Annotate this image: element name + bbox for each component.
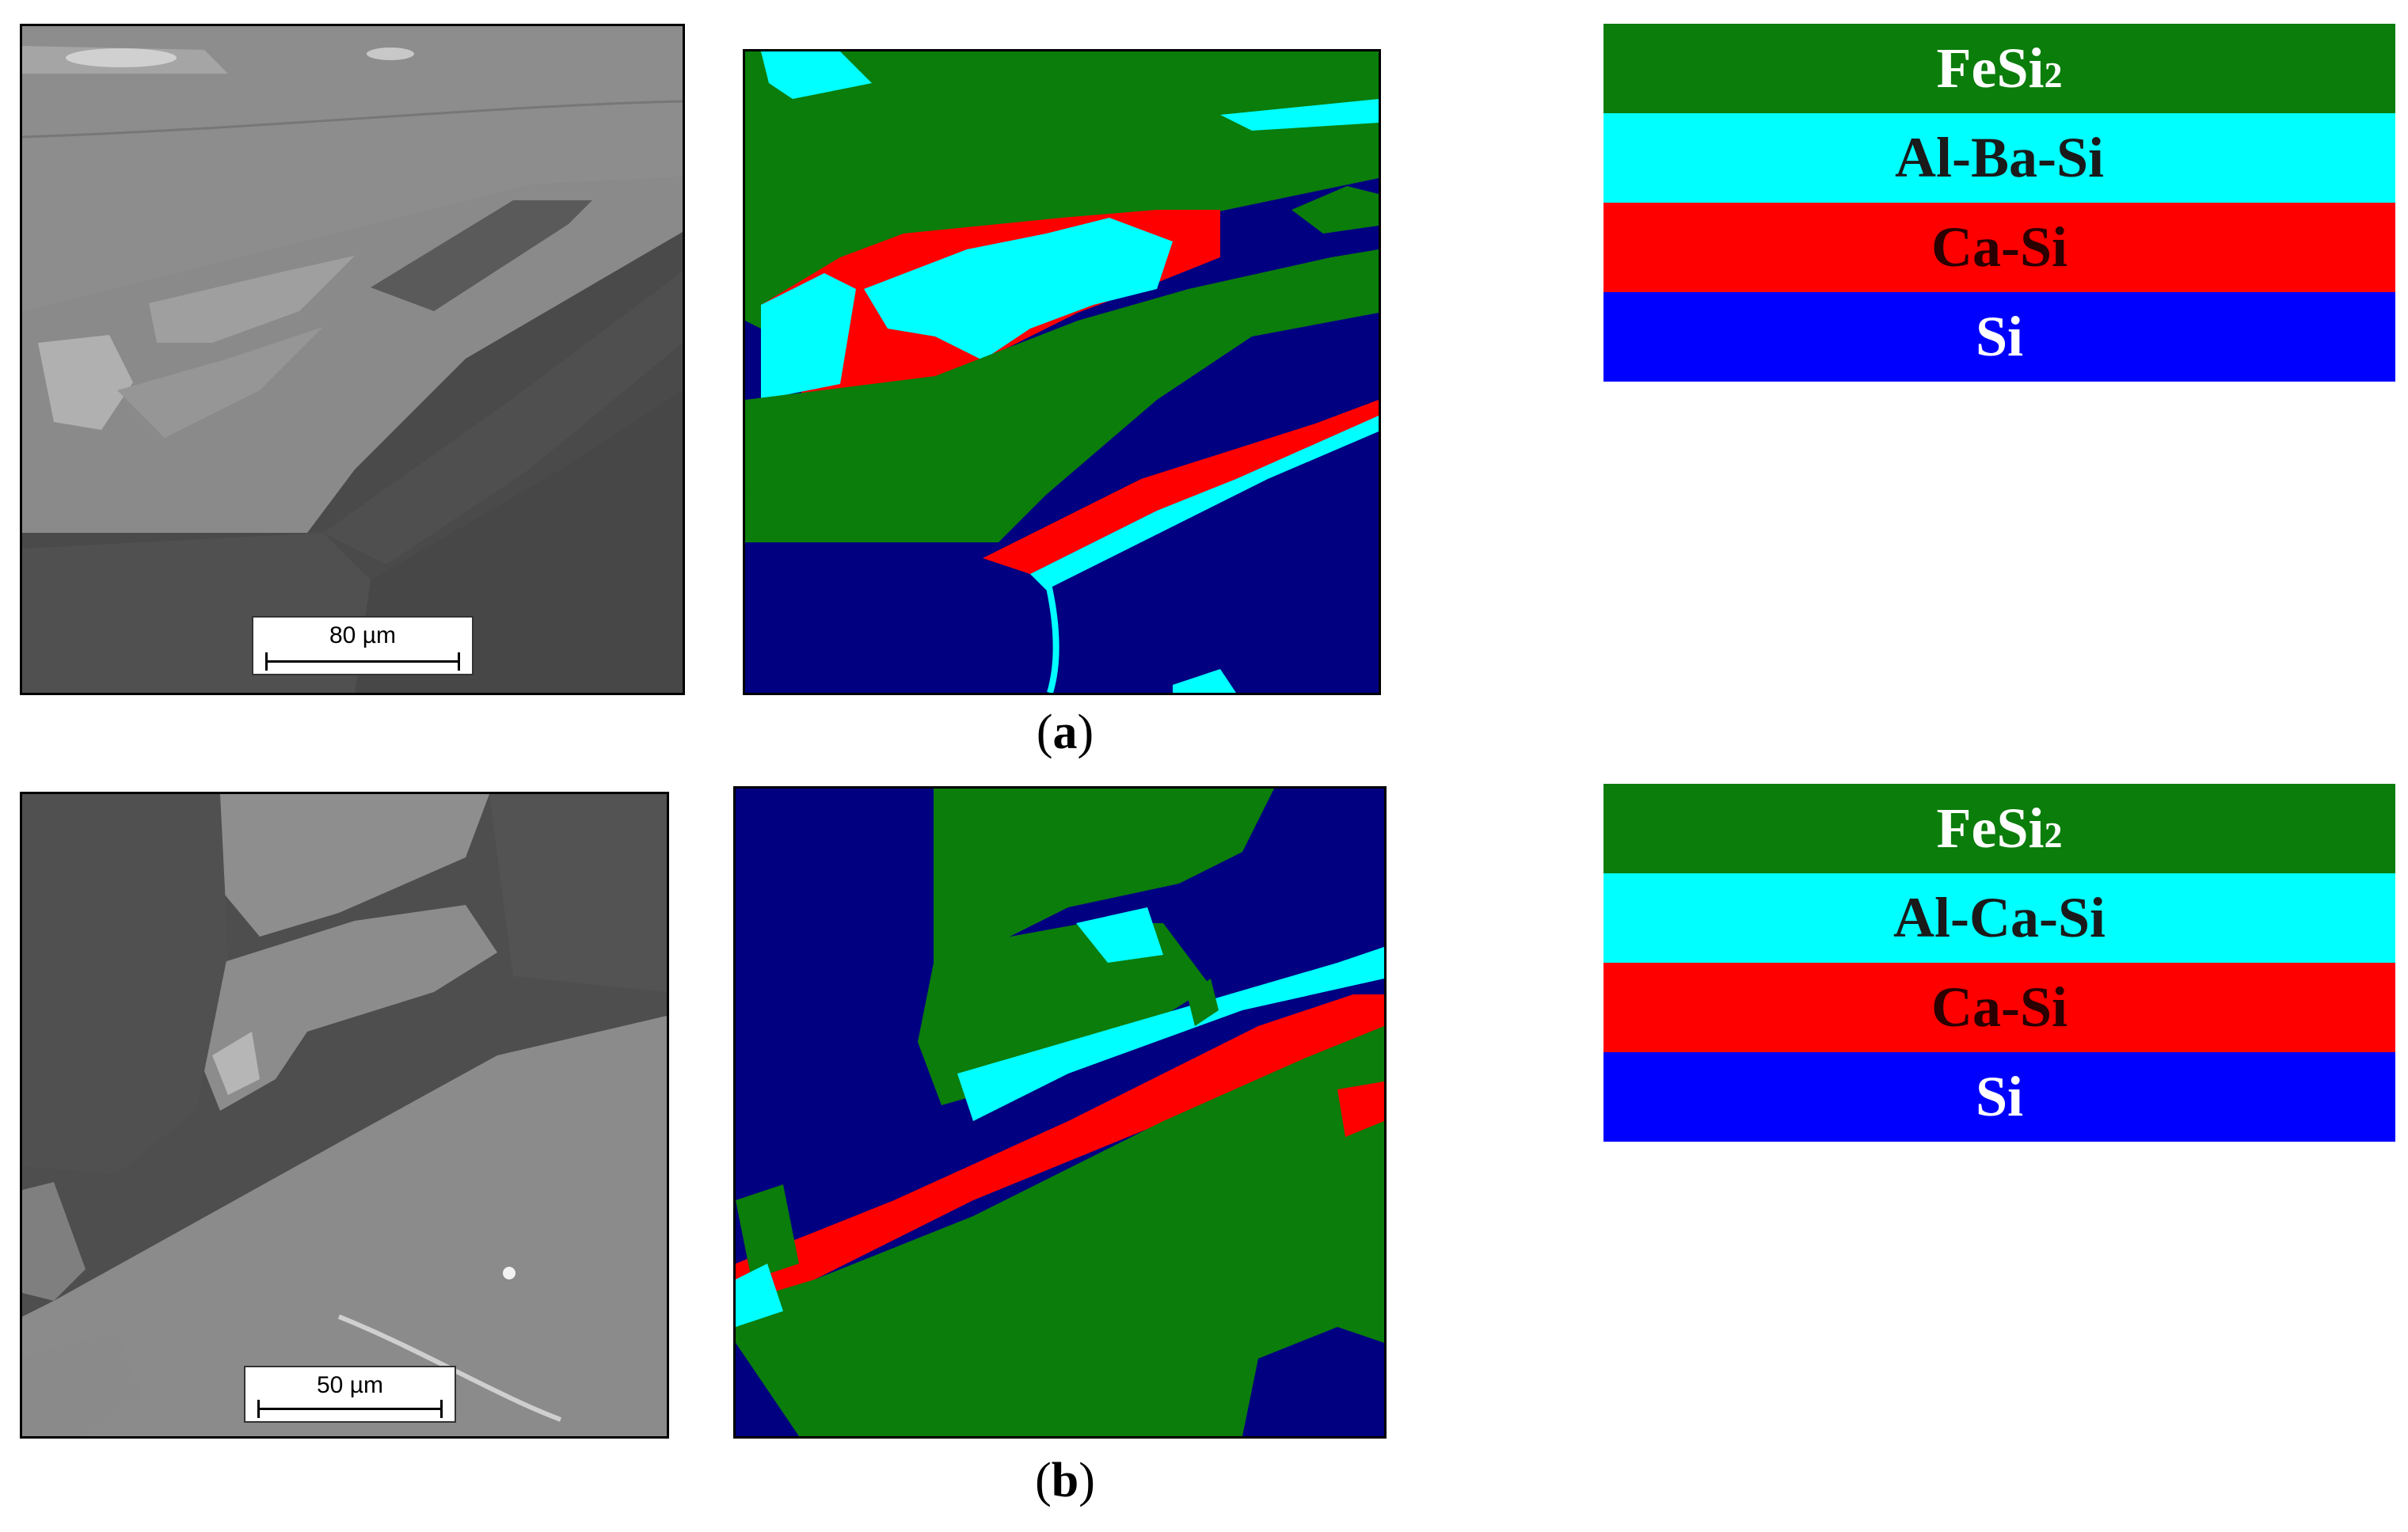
legend-a-item-si-name: Si bbox=[1975, 305, 2024, 368]
sem-micrograph-a bbox=[22, 26, 683, 693]
phase-map-drawing-b bbox=[736, 789, 1384, 1436]
legend-b-item-ca-si-name: Ca-Si bbox=[1931, 975, 2068, 1039]
scale-bar-b: 50 µm bbox=[244, 1366, 456, 1423]
caption-b-label: b bbox=[1051, 1454, 1079, 1507]
sem-image-a: 80 µm bbox=[20, 24, 685, 695]
legend-a-item-fesi2-name: FeSi bbox=[1936, 36, 2045, 100]
legend-a: FeSi 2 Al-Ba-Si Ca-Si Si bbox=[1603, 24, 2395, 382]
legend-a-item-al-ba-si: Al-Ba-Si bbox=[1603, 113, 2395, 203]
legend-a-item-fesi2: FeSi 2 bbox=[1603, 24, 2395, 113]
legend-b-item-si-name: Si bbox=[1975, 1065, 2024, 1128]
legend-b: FeSi 2 Al-Ca-Si Ca-Si Si bbox=[1603, 784, 2395, 1142]
legend-a-item-fesi2-subscript: 2 bbox=[2044, 55, 2063, 95]
caption-b: (b) bbox=[1035, 1454, 1095, 1507]
scale-bar-a: 80 µm bbox=[252, 616, 474, 675]
legend-a-item-si: Si bbox=[1603, 292, 2395, 382]
caption-a: (a) bbox=[1036, 705, 1094, 759]
caption-a-label: a bbox=[1052, 705, 1078, 759]
phase-map-a bbox=[743, 49, 1381, 695]
legend-a-item-ca-si: Ca-Si bbox=[1603, 203, 2395, 292]
legend-b-item-fesi2: FeSi 2 bbox=[1603, 784, 2395, 873]
phase-map-drawing-a bbox=[745, 51, 1379, 693]
scale-bar-label: 80 µm bbox=[329, 622, 396, 648]
phase-map-b bbox=[733, 786, 1387, 1439]
scale-bar-label: 50 µm bbox=[317, 1372, 383, 1398]
legend-b-item-ca-si: Ca-Si bbox=[1603, 963, 2395, 1052]
legend-b-item-fesi2-name: FeSi bbox=[1936, 796, 2045, 860]
scale-bar-line bbox=[257, 1400, 443, 1418]
legend-a-item-ca-si-name: Ca-Si bbox=[1931, 215, 2068, 279]
scale-bar-line bbox=[265, 652, 460, 671]
sem-image-b: 50 µm bbox=[20, 792, 669, 1439]
legend-b-item-si: Si bbox=[1603, 1052, 2395, 1142]
sem-micrograph-b bbox=[22, 794, 667, 1436]
legend-b-item-al-ca-si-name: Al-Ca-Si bbox=[1893, 886, 2106, 949]
legend-b-item-fesi2-subscript: 2 bbox=[2044, 815, 2063, 855]
legend-a-item-al-ba-si-name: Al-Ba-Si bbox=[1894, 126, 2105, 189]
legend-b-item-al-ca-si: Al-Ca-Si bbox=[1603, 873, 2395, 963]
